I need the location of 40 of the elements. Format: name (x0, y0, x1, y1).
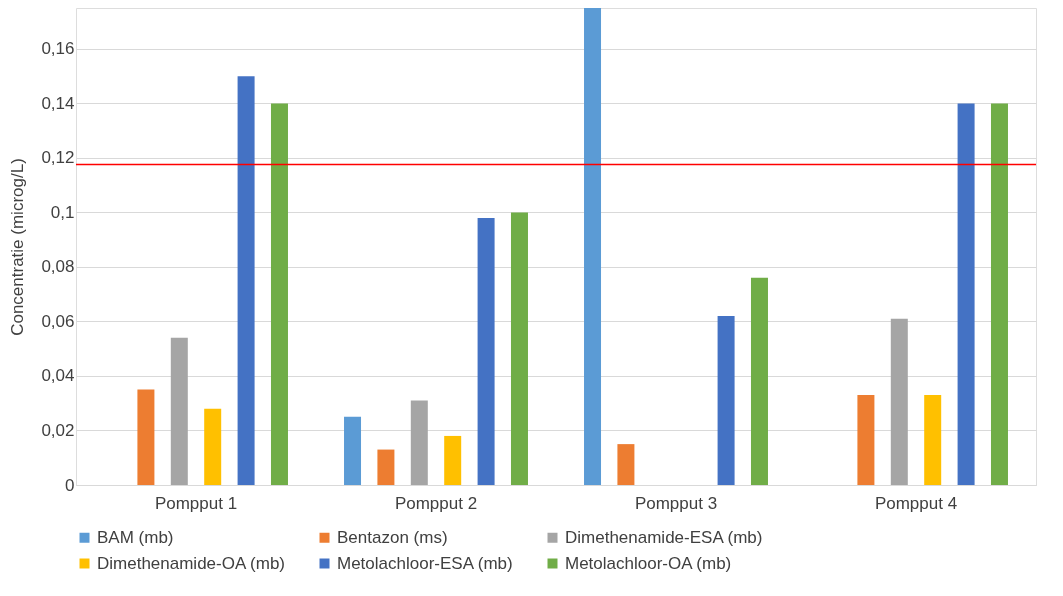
y-axis-title: Concentratie (microg/L) (8, 158, 28, 336)
bar (237, 76, 255, 485)
legend-label: Metolachloor-ESA (mb) (337, 553, 513, 573)
legend-label: BAM (mb) (97, 527, 174, 547)
bar (137, 389, 155, 485)
y-tick-label: 0,12 (41, 148, 75, 168)
bar (344, 416, 362, 485)
y-tick-label: 0,02 (41, 420, 75, 440)
bar (204, 408, 222, 485)
x-tick-label: Pompput 1 (154, 493, 238, 513)
bar (890, 318, 908, 485)
bar (410, 400, 428, 485)
bar (990, 103, 1008, 485)
legend-label: Dimethenamide-OA (mb) (97, 553, 286, 573)
bar (510, 212, 528, 485)
y-tick-label: 0,08 (41, 257, 75, 277)
y-tick-label: 0,1 (50, 202, 75, 222)
bar (270, 103, 288, 485)
bar (924, 395, 942, 485)
bar (170, 337, 188, 485)
legend-label: Metolachloor-OA (mb) (565, 553, 732, 573)
bar (617, 444, 635, 485)
bar (957, 103, 975, 485)
bar (444, 435, 462, 485)
bar (857, 395, 875, 485)
y-tick-label: 0 (65, 475, 75, 495)
bar (750, 277, 768, 485)
bar (477, 217, 495, 485)
bar (717, 316, 735, 485)
y-tick-label: 0,06 (41, 311, 75, 331)
bar (584, 8, 602, 485)
x-tick-label: Pompput 4 (874, 493, 958, 513)
x-tick-label: Pompput 2 (394, 493, 478, 513)
legend-label: Dimethenamide-ESA (mb) (565, 527, 763, 547)
y-tick-label: 0,16 (41, 39, 75, 59)
legend-label: Bentazon (ms) (337, 527, 448, 547)
y-tick-label: 0,04 (41, 366, 75, 386)
y-tick-label: 0,14 (41, 93, 75, 113)
bar (377, 449, 395, 485)
x-tick-label: Pompput 3 (634, 493, 718, 513)
